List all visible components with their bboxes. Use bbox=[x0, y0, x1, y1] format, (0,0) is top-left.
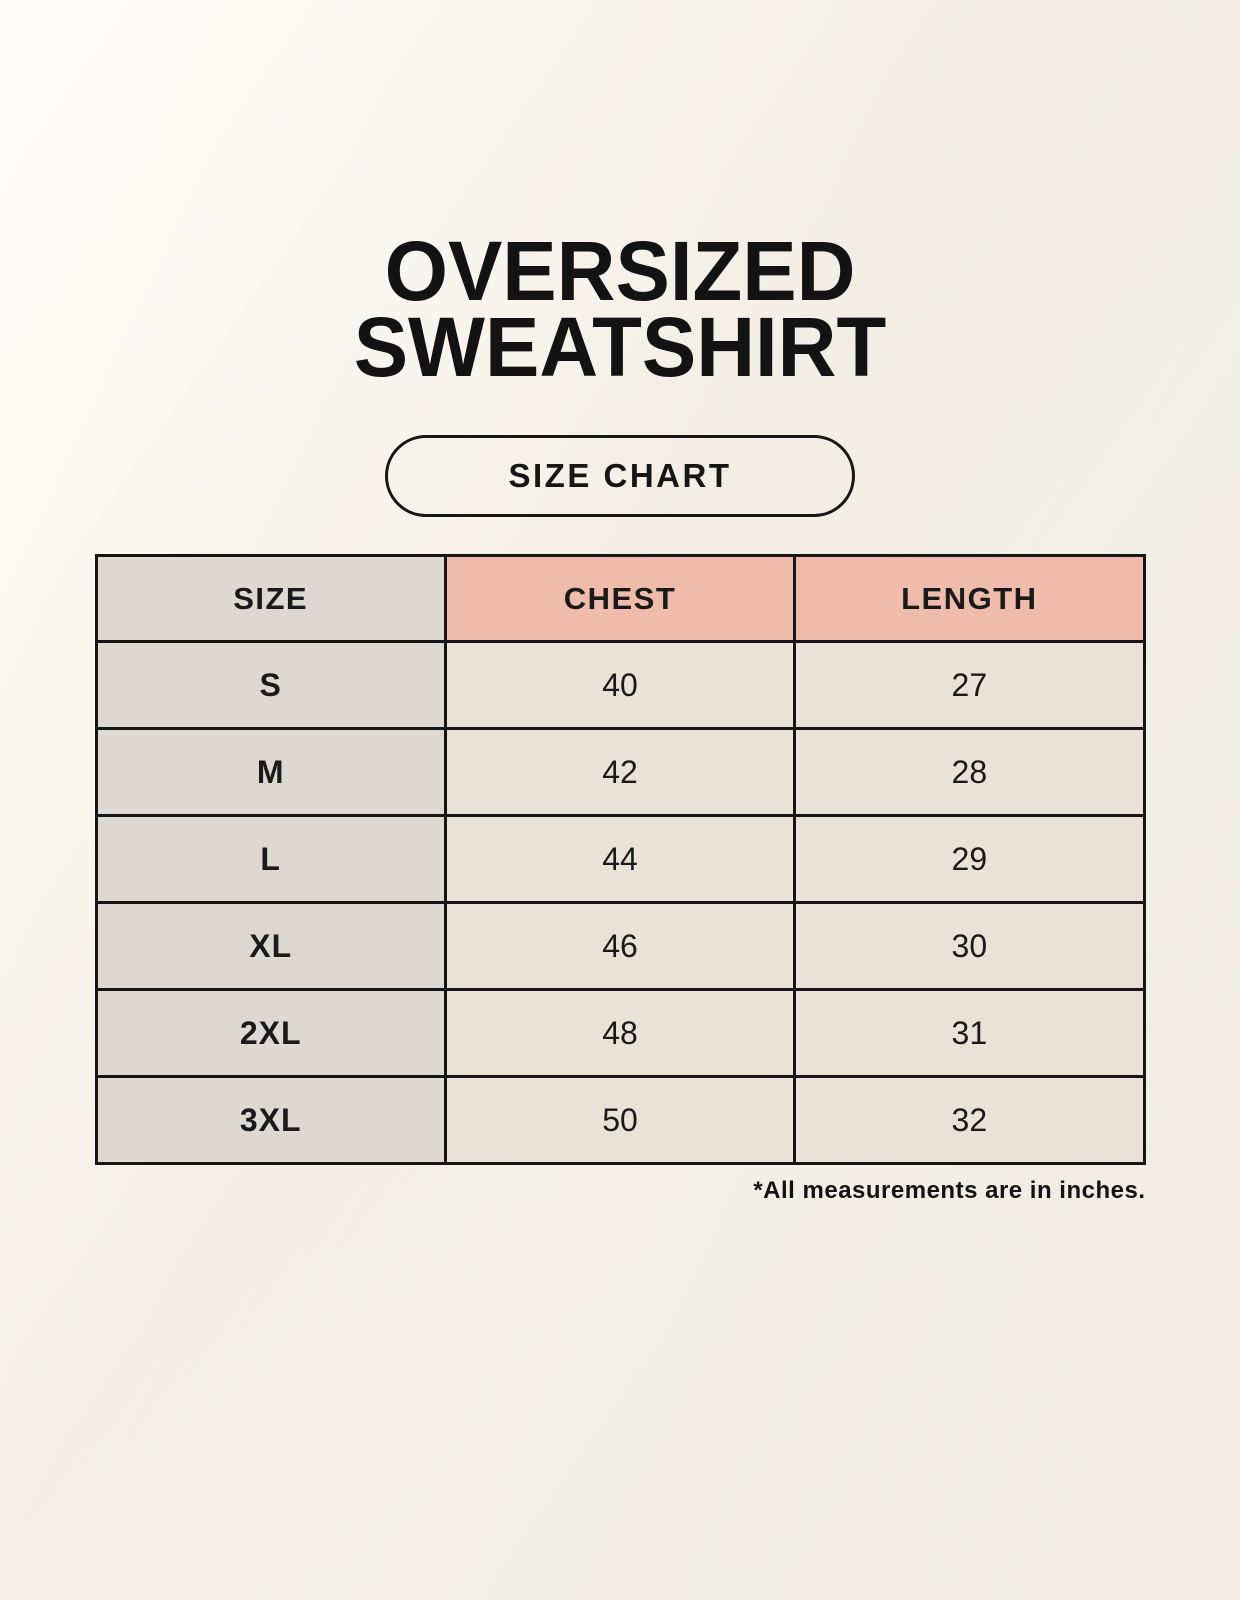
chest-cell: 40 bbox=[443, 640, 797, 730]
size-cell: XL bbox=[94, 901, 447, 991]
chest-cell: 48 bbox=[443, 988, 797, 1078]
size-cell: 2XL bbox=[94, 988, 447, 1078]
table-row: L 44 29 bbox=[94, 814, 1146, 904]
length-cell: 30 bbox=[793, 901, 1146, 991]
table-row: XL 46 30 bbox=[94, 901, 1146, 991]
page-title-line2: SWEATSHIRT bbox=[353, 300, 887, 394]
chest-cell: 50 bbox=[443, 1075, 797, 1165]
length-cell: 27 bbox=[793, 640, 1146, 730]
size-chart-button-label: SIZE CHART bbox=[508, 457, 732, 494]
column-header-chest: CHEST bbox=[443, 554, 797, 643]
length-cell: 29 bbox=[793, 814, 1146, 904]
size-cell: L bbox=[94, 814, 447, 904]
measurements-footnote: *All measurements are in inches. bbox=[753, 1177, 1146, 1204]
table-header-row: SIZE CHEST LENGTH bbox=[94, 554, 1146, 643]
size-cell: 3XL bbox=[94, 1075, 447, 1165]
page-title: OVERSIZED SWEATSHIRT bbox=[19, 229, 1222, 389]
chest-cell: 44 bbox=[443, 814, 797, 904]
size-cell: S bbox=[94, 640, 447, 730]
column-header-length: LENGTH bbox=[793, 554, 1146, 643]
chest-cell: 46 bbox=[443, 901, 797, 991]
table-row: 3XL 50 32 bbox=[94, 1075, 1146, 1165]
table-row: S 40 27 bbox=[94, 640, 1146, 730]
length-cell: 28 bbox=[793, 727, 1146, 817]
column-header-size: SIZE bbox=[94, 554, 447, 643]
page-title-line1: OVERSIZED bbox=[384, 224, 856, 318]
length-cell: 31 bbox=[793, 988, 1146, 1078]
size-chart-table: SIZE CHEST LENGTH S 40 27 M 42 28 L 44 2… bbox=[94, 554, 1146, 1165]
table-row: M 42 28 bbox=[94, 727, 1146, 817]
size-chart-button[interactable]: SIZE CHART bbox=[385, 435, 855, 517]
chest-cell: 42 bbox=[443, 727, 797, 817]
size-cell: M bbox=[94, 727, 447, 817]
length-cell: 32 bbox=[793, 1075, 1146, 1165]
table-row: 2XL 48 31 bbox=[94, 988, 1146, 1078]
footnote-container: *All measurements are in inches. bbox=[95, 1177, 1146, 1205]
